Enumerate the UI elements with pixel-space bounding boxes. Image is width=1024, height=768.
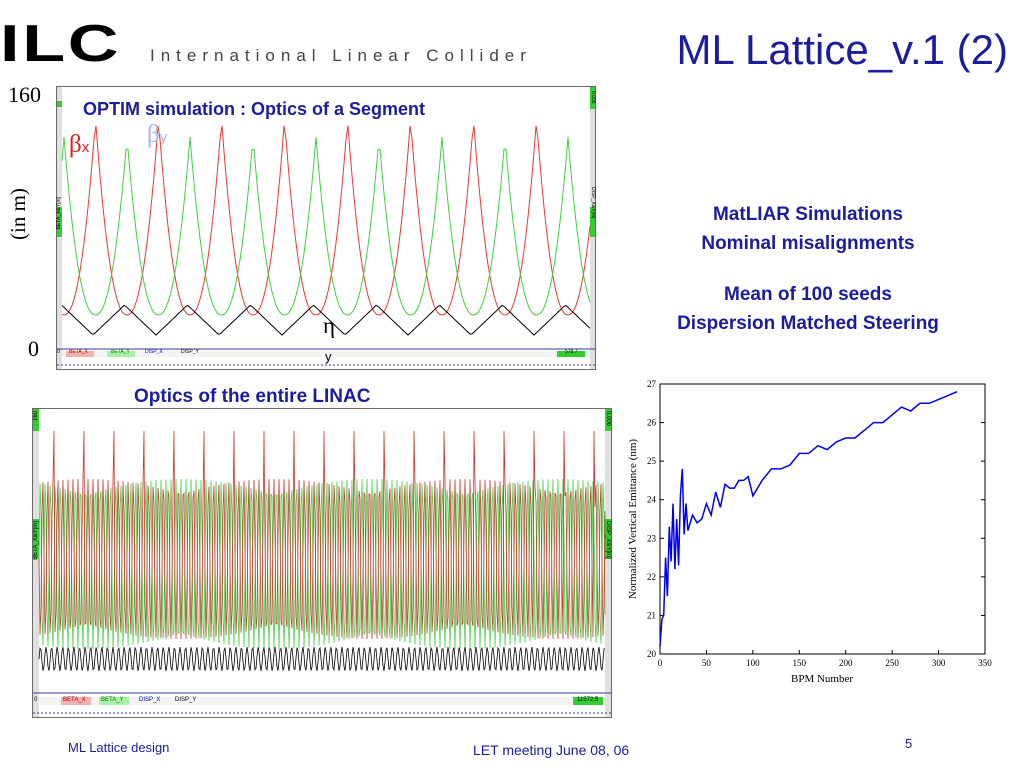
notes-line-3: Mean of 100 seeds [724,284,892,305]
footer-center-text: LET meeting June 08, 06 [473,742,630,758]
x-tick-label: 0 [658,658,663,668]
segment-right-axis-tag: DISP_X&Y[m] [590,187,596,219]
segment-legend-betax: BETA_X [69,349,88,355]
emittance-chart: 0 50 100 150 200 250 300 350 20 21 22 23 24 25 26 27 BP… [627,379,992,685]
slide-title: ML Lattice_v.1 (2) [676,26,1008,73]
linac-dispersion-curve [38,646,606,672]
beta-x-label: βx [69,131,89,159]
segment-ymax-label: 160 [8,82,41,107]
linac-right-top-value: 0.006 [605,411,611,427]
x-tick-label: 200 [839,658,853,668]
simulation-notes: MatLIAR Simulations Nominal misalignment… [618,200,998,338]
x-tick-label: 350 [978,658,992,668]
logo-main-text: ILC [0,15,122,73]
linac-beta-y-curve [38,478,606,650]
x-tick-label: 50 [702,658,712,668]
eta-symbol: η [323,313,336,338]
linac-left-axis-tag: BETA_X&Y[m] [33,521,39,560]
y-tick-label: 21 [647,610,656,620]
notes-line-1: MatLIAR Simulations [712,204,903,225]
linac-left-top-value: 160 [33,411,39,422]
emittance-series-line [659,391,958,647]
linac-right-axis-tag: DISP_X&Y[m] [605,521,611,559]
segment-x-start: 0 [57,349,60,355]
linac-legend-dispy: DISP_Y [175,697,197,703]
y-tick-label: 22 [647,572,656,582]
segment-unit-label: (in m) [6,188,30,240]
linac-legend-dispx: DISP_X [139,697,161,703]
x-tick-label: 150 [793,658,807,668]
linac-optics-plot: BETA_X BETA_Y DISP_X DISP_Y 11572.5 0 16… [32,408,612,718]
linac-optics-svg [33,409,611,717]
emittance-x-axis-label: BPM Number [791,673,853,685]
ilc-logo: ILC International Linear Collider [0,0,560,80]
segment-heading: OPTIM simulation : Optics of a Segment [83,99,426,119]
emittance-y-axis-label: Normalized Vertical Emittance (nm) [627,439,639,599]
y-tick-label: 24 [647,495,657,505]
eta-subscript: y [325,349,332,364]
x-tick-label: 250 [885,658,899,668]
segment-x-end: 578.7 [565,349,578,355]
segment-dispersion-curve [61,304,591,336]
y-tick-label: 26 [647,418,657,428]
beta-y-symbol: β [147,121,160,148]
linac-legend-betay: BETA_Y [101,697,124,703]
segment-legend-betay: BETA_Y [111,349,130,355]
footer-left-text: ML Lattice design [68,740,170,755]
linac-beta-x-curve [38,430,606,640]
x-tick-label: 300 [932,658,946,668]
beta-x-subscript: x [81,139,90,156]
beta-y-subscript: y [159,129,168,146]
segment-right-top-value: 0.006 [590,91,596,104]
linac-heading: Optics of the entire LINAC [134,386,371,407]
segment-optics-plot: BETA_X BETA_Y DISP_X DISP_Y 578.7 0 0.00… [56,86,596,370]
segment-legend-dispy: DISP_Y [181,349,199,355]
segment-left-axis-tag: BETA_X&Y[m] [56,197,62,230]
x-tick-label: 100 [746,658,760,668]
segment-beta-y-curve [61,136,591,316]
notes-line-2: Nominal misalignments [701,233,915,254]
linac-x-end: 11572.5 [577,697,599,703]
beta-x-symbol: β [69,131,82,158]
segment-ymin-label: 0 [28,336,39,361]
emittance-axis-ticks: 0 50 100 150 200 250 300 350 20 21 22 23 24 25 26 27 [647,379,992,668]
linac-legend-betax: BETA_X [63,697,86,703]
linac-x-start: 0 [34,697,38,703]
segment-legend-dispx: DISP_X [145,349,163,355]
emittance-plot-frame [659,383,986,655]
notes-line-4: Dispersion Matched Steering [677,313,939,334]
segment-optics-svg [57,87,595,369]
y-tick-label: 23 [647,533,657,543]
y-tick-label: 25 [647,456,657,466]
y-tick-label: 27 [647,379,657,389]
y-tick-label: 20 [647,649,657,659]
segment-beta-x-curve [61,125,591,316]
logo-subtitle: International Linear Collider [150,46,532,65]
page-number: 5 [905,736,913,751]
beta-y-label: βy [147,121,167,149]
